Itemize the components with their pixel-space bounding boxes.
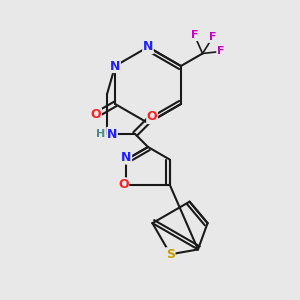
Text: F: F bbox=[217, 46, 224, 56]
Text: O: O bbox=[147, 110, 158, 124]
Text: F: F bbox=[209, 32, 216, 43]
Text: N: N bbox=[110, 59, 120, 73]
Text: N: N bbox=[107, 128, 117, 140]
Text: N: N bbox=[143, 40, 153, 53]
Text: H: H bbox=[97, 129, 106, 139]
Text: O: O bbox=[91, 109, 101, 122]
Text: F: F bbox=[191, 31, 198, 40]
Text: N: N bbox=[121, 151, 131, 164]
Text: O: O bbox=[118, 178, 129, 191]
Text: S: S bbox=[166, 248, 175, 261]
